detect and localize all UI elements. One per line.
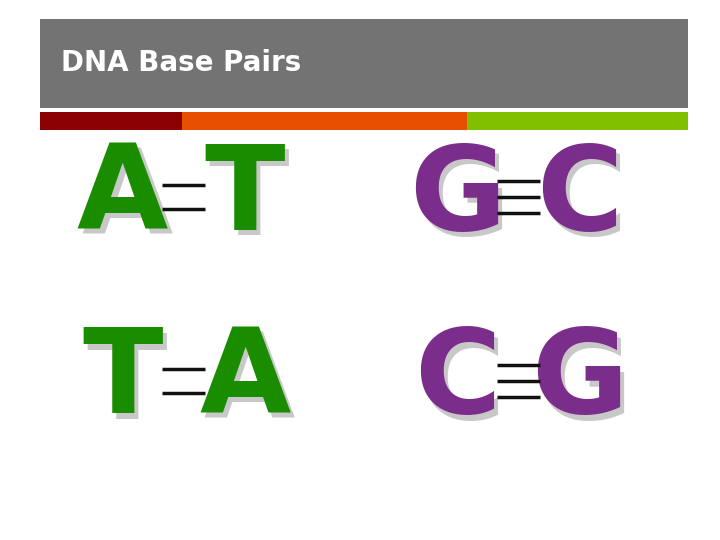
FancyBboxPatch shape	[467, 112, 688, 130]
Text: C: C	[536, 140, 623, 254]
Text: G: G	[413, 145, 510, 260]
Text: G: G	[409, 140, 505, 254]
Text: A: A	[199, 323, 290, 438]
FancyBboxPatch shape	[40, 112, 182, 130]
Text: T: T	[209, 145, 289, 260]
Text: T: T	[204, 140, 285, 254]
Text: G: G	[531, 323, 628, 438]
Text: G: G	[536, 329, 632, 443]
Text: A: A	[204, 329, 294, 443]
FancyBboxPatch shape	[40, 19, 688, 108]
Text: T: T	[82, 323, 163, 438]
Text: C: C	[414, 323, 500, 438]
Text: DNA Base Pairs: DNA Base Pairs	[61, 50, 302, 77]
Text: A: A	[81, 145, 172, 260]
Text: A: A	[77, 140, 168, 254]
FancyBboxPatch shape	[182, 112, 467, 130]
Text: C: C	[418, 329, 505, 443]
Text: C: C	[541, 145, 627, 260]
Text: T: T	[86, 329, 167, 443]
